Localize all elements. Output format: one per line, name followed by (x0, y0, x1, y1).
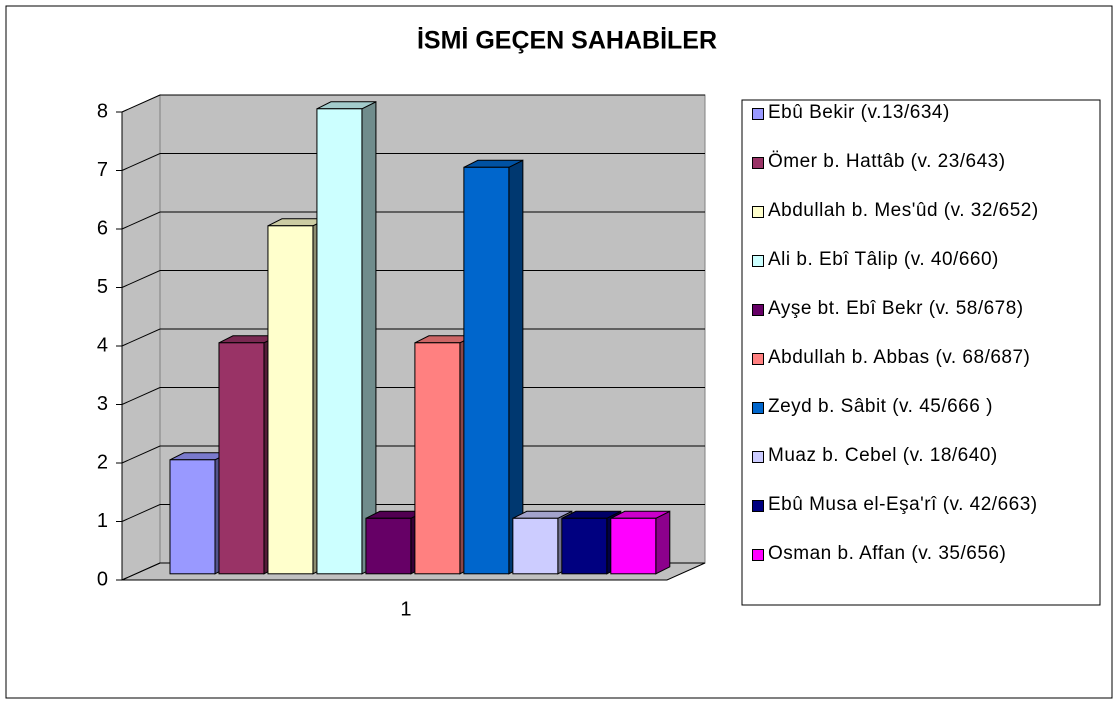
legend-swatch (752, 549, 764, 561)
y-tick-label: 8 (97, 100, 108, 122)
bar (365, 517, 412, 575)
legend-swatch (752, 304, 764, 316)
legend-label: Muaz b. Cebel (v. 18/640) (768, 445, 998, 466)
legend-label: Ali b. Ebî Tâlip (v. 40/660) (768, 249, 999, 270)
bar (610, 517, 657, 575)
y-tick-label: 1 (97, 510, 108, 532)
bar (561, 517, 608, 575)
x-tick-label: 1 (400, 598, 411, 620)
legend-label: Ebû Musa el-Eşa'rî (v. 42/663) (768, 494, 1038, 515)
legend-label: Osman b. Affan (v. 35/656) (768, 543, 1007, 564)
y-tick-label: 3 (97, 393, 108, 415)
legend-label: Ömer b. Hattâb (v. 23/643) (768, 151, 1006, 172)
legend-label: Zeyd b. Sâbit (v. 45/666 ) (768, 396, 993, 417)
y-tick-label: 6 (97, 217, 108, 239)
bar-side (508, 159, 524, 575)
y-tick-label: 5 (97, 276, 108, 298)
legend-box (741, 99, 1101, 606)
legend-swatch (752, 451, 764, 463)
bar (512, 517, 559, 575)
y-tick-label: 0 (97, 568, 108, 590)
bar-side (361, 100, 377, 575)
legend-label: Abdullah b. Mes'ûd (v. 32/652) (768, 200, 1039, 221)
legend-swatch (752, 206, 764, 218)
chart-title: İSMİ GEÇEN SAHABİLER (417, 27, 717, 55)
legend-label: Ayşe bt. Ebî Bekr (v. 58/678) (768, 298, 1024, 319)
bar (218, 342, 265, 575)
bar (463, 166, 510, 575)
grid-line (121, 94, 705, 113)
y-tick-label: 2 (97, 451, 108, 473)
bar-side (655, 510, 671, 575)
y-tick-label: 4 (97, 334, 108, 356)
grid-line (121, 153, 705, 171)
bar (316, 108, 363, 575)
legend-swatch (752, 157, 764, 169)
bar (267, 225, 314, 575)
legend-swatch (752, 255, 764, 267)
legend-label: Ebû Bekir (v.13/634) (768, 102, 950, 123)
bar (169, 459, 216, 575)
legend-swatch (752, 500, 764, 512)
bar (414, 342, 461, 575)
legend-label: Abdullah b. Abbas (v. 68/687) (768, 347, 1031, 368)
legend-swatch (752, 353, 764, 365)
y-tick-label: 7 (97, 159, 108, 181)
legend-swatch (752, 402, 764, 414)
legend-swatch (752, 108, 764, 120)
